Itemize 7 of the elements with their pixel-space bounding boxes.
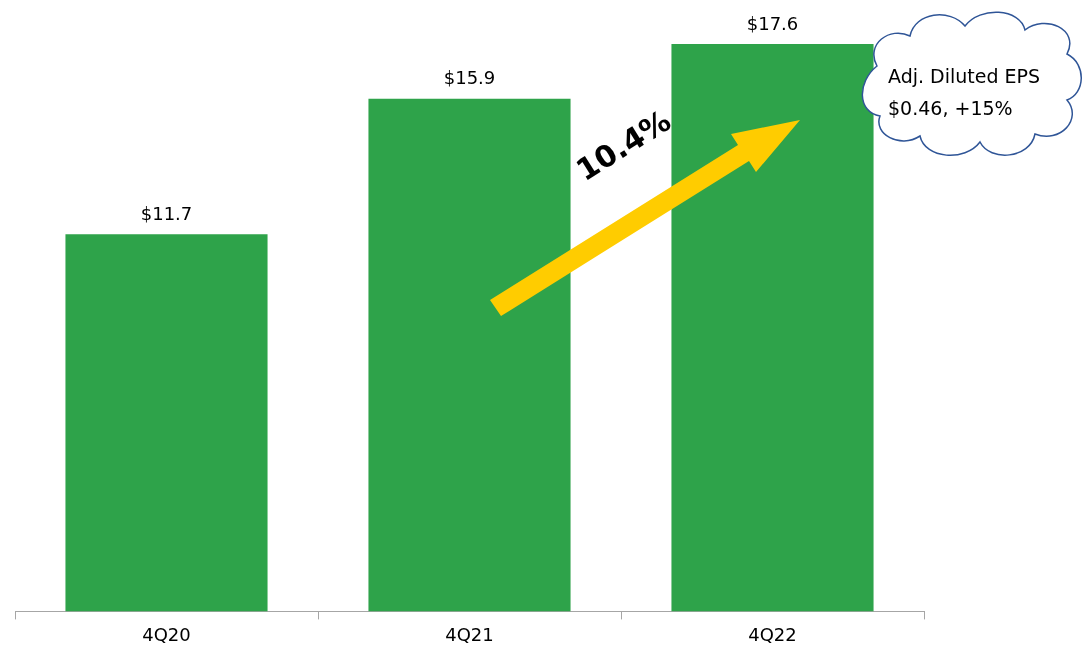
x-tick-label: 4Q21 (445, 623, 494, 645)
x-tick-label: 4Q22 (748, 623, 797, 645)
data-label: $11.7 (140, 202, 193, 224)
data-label: $17.6 (746, 12, 799, 34)
data-label: $15.9 (443, 67, 496, 89)
x-tick-label: 4Q20 (142, 623, 191, 645)
annotation: Adj. Diluted EPS $0.46, +15% (888, 64, 1042, 121)
